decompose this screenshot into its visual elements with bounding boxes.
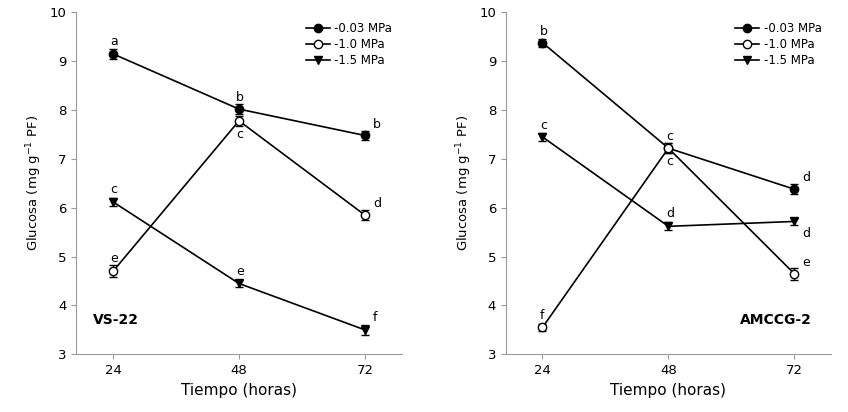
Legend: -0.03 MPa, -1.0 MPa, -1.5 MPa: -0.03 MPa, -1.0 MPa, -1.5 MPa <box>303 18 396 70</box>
Text: d: d <box>802 171 810 184</box>
Text: c: c <box>540 119 547 132</box>
Text: a: a <box>110 35 118 48</box>
Text: e: e <box>110 253 118 265</box>
Text: e: e <box>802 256 810 269</box>
Text: b: b <box>373 117 381 131</box>
Text: b: b <box>540 25 548 38</box>
Legend: -0.03 MPa, -1.0 MPa, -1.5 MPa: -0.03 MPa, -1.0 MPa, -1.5 MPa <box>732 18 825 70</box>
Text: VS-22: VS-22 <box>92 313 138 327</box>
X-axis label: Tiempo (horas): Tiempo (horas) <box>611 383 727 398</box>
Text: c: c <box>666 155 672 168</box>
Text: d: d <box>802 227 810 240</box>
Y-axis label: Glucosa (mg g$^{-1}$ PF): Glucosa (mg g$^{-1}$ PF) <box>25 115 44 251</box>
Text: f: f <box>540 309 544 322</box>
Text: f: f <box>373 311 377 324</box>
Text: b: b <box>237 91 244 104</box>
X-axis label: Tiempo (horas): Tiempo (horas) <box>181 383 297 398</box>
Text: AMCCG-2: AMCCG-2 <box>740 313 812 327</box>
Text: c: c <box>110 183 117 196</box>
Y-axis label: Glucosa (mg g$^{-1}$ PF): Glucosa (mg g$^{-1}$ PF) <box>454 115 473 251</box>
Text: c: c <box>666 130 672 143</box>
Text: e: e <box>237 265 244 278</box>
Text: d: d <box>373 197 381 210</box>
Text: d: d <box>666 208 674 220</box>
Text: c: c <box>237 128 243 141</box>
